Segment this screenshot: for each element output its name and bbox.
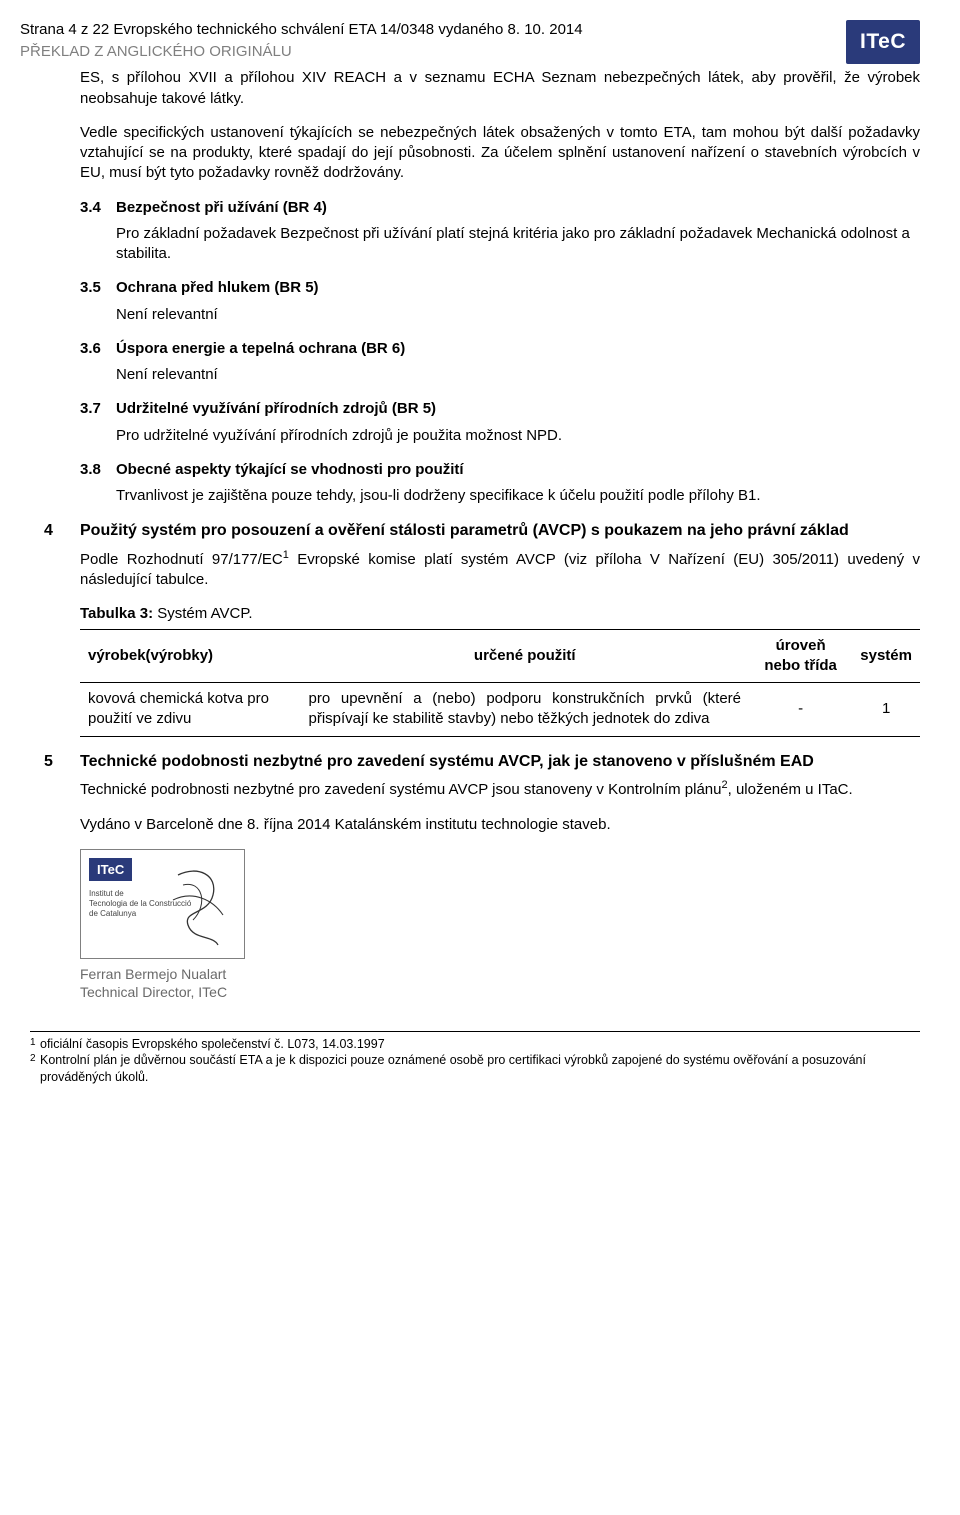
- footnote-text: Kontrolní plán je důvěrnou součástí ETA …: [40, 1052, 920, 1085]
- signer-name: Ferran Bermejo Nualart: [80, 965, 920, 983]
- footnote-text: oficiální časopis Evropského společenstv…: [40, 1036, 920, 1052]
- section-4-heading: 4 Použitý systém pro posouzení a ověření…: [44, 520, 920, 542]
- section-3-6-heading: 3.6 Úspora energie a tepelná ochrana (BR…: [80, 339, 920, 359]
- section-number: 3.8: [80, 460, 116, 480]
- section-3-4-body: Pro základní požadavek Bezpečnost při už…: [116, 224, 920, 265]
- section-number: 5: [44, 751, 80, 773]
- intro-paragraph-1: ES, s přílohou XVII a přílohou XIV REACH…: [80, 68, 920, 109]
- intro-paragraph-2: Vedle specifických ustanovení týkajících…: [80, 123, 920, 184]
- td-level: -: [749, 683, 852, 737]
- section-3-6-body: Není relevantní: [116, 365, 920, 385]
- footnote-number: 1: [30, 1036, 40, 1052]
- section-number: 3.6: [80, 339, 116, 359]
- section-number: 3.5: [80, 278, 116, 298]
- footnotes: 1 oficiální časopis Evropského společens…: [30, 1031, 920, 1085]
- text-prefix: Technické podrobnosti nezbytné pro zaved…: [80, 781, 721, 798]
- document-body: ES, s přílohou XVII a přílohou XIV REACH…: [80, 68, 920, 1001]
- section-5-body: Technické podrobnosti nezbytné pro zaved…: [80, 778, 920, 1001]
- stamp-block: ITeC Institut de Tecnologia de la Constr…: [80, 849, 245, 959]
- avcp-table: výrobek(výrobky) určené použití úroveň n…: [80, 629, 920, 737]
- issued-line: Vydáno v Barceloně dne 8. října 2014 Kat…: [80, 815, 920, 835]
- caption-bold: Tabulka 3:: [80, 605, 153, 622]
- section-3-7-heading: 3.7 Udržitelné využívání přírodních zdro…: [80, 399, 920, 419]
- signature-icon: [158, 860, 238, 950]
- section-3-5-heading: 3.5 Ochrana před hlukem (BR 5): [80, 278, 920, 298]
- section-3-5-body: Není relevantní: [116, 305, 920, 325]
- td-product: kovová chemická kotva pro použití ve zdi…: [80, 683, 300, 737]
- th-use: určené použití: [300, 629, 749, 683]
- footnote-number: 2: [30, 1052, 40, 1085]
- section-title: Udržitelné využívání přírodních zdrojů (…: [116, 399, 436, 419]
- section-number: 3.4: [80, 198, 116, 218]
- text-suffix: , uloženém u ITaC.: [728, 781, 853, 798]
- th-system: systém: [852, 629, 920, 683]
- section-title: Bezpečnost při užívání (BR 4): [116, 198, 327, 218]
- section-title: Použitý systém pro posouzení a ověření s…: [80, 520, 849, 542]
- caption-rest: Systém AVCP.: [153, 605, 253, 622]
- footnote-1: 1 oficiální časopis Evropského společens…: [30, 1036, 920, 1052]
- section-4-paragraph: Podle Rozhodnutí 97/177/EC1 Evropské kom…: [80, 548, 920, 591]
- section-title: Technické podobnosti nezbytné pro zavede…: [80, 751, 814, 773]
- section-3-4-heading: 3.4 Bezpečnost při užívání (BR 4): [80, 198, 920, 218]
- section-number: 4: [44, 520, 80, 542]
- section-title: Ochrana před hlukem (BR 5): [116, 278, 319, 298]
- text-prefix: Podle Rozhodnutí 97/177/EC: [80, 551, 283, 568]
- page-line: Strana 4 z 22 Evropského technického sch…: [20, 20, 846, 40]
- signer-role: Technical Director, ITeC: [80, 983, 920, 1001]
- logo-badge: ITeC: [846, 20, 920, 64]
- signer-block: Ferran Bermejo Nualart Technical Directo…: [80, 965, 920, 1001]
- section-4-body: Podle Rozhodnutí 97/177/EC1 Evropské kom…: [80, 548, 920, 737]
- th-level: úroveň nebo třída: [749, 629, 852, 683]
- section-3-7-body: Pro udržitelné využívání přírodních zdro…: [116, 426, 920, 446]
- td-system: 1: [852, 683, 920, 737]
- table-caption: Tabulka 3: Systém AVCP.: [80, 604, 920, 624]
- section-title: Obecné aspekty týkající se vhodnosti pro…: [116, 460, 464, 480]
- table-row: kovová chemická kotva pro použití ve zdi…: [80, 683, 920, 737]
- section-5-heading: 5 Technické podobnosti nezbytné pro zave…: [44, 751, 920, 773]
- section-5-paragraph: Technické podrobnosti nezbytné pro zaved…: [80, 778, 920, 800]
- table-header-row: výrobek(výrobky) určené použití úroveň n…: [80, 629, 920, 683]
- stamp-logo: ITeC: [89, 858, 132, 882]
- th-product: výrobek(výrobky): [80, 629, 300, 683]
- section-3-8-body: Trvanlivost je zajištěna pouze tehdy, js…: [116, 486, 920, 506]
- translation-line: PŘEKLAD Z ANGLICKÉHO ORIGINÁLU: [20, 42, 846, 62]
- section-title: Úspora energie a tepelná ochrana (BR 6): [116, 339, 405, 359]
- section-3-8-heading: 3.8 Obecné aspekty týkající se vhodnosti…: [80, 460, 920, 480]
- header-text: Strana 4 z 22 Evropského technického sch…: [20, 20, 846, 63]
- page-header: Strana 4 z 22 Evropského technického sch…: [20, 20, 920, 64]
- td-use: pro upevnění a (nebo) podporu konstrukčn…: [300, 683, 749, 737]
- footnote-2: 2 Kontrolní plán je důvěrnou součástí ET…: [30, 1052, 920, 1085]
- section-number: 3.7: [80, 399, 116, 419]
